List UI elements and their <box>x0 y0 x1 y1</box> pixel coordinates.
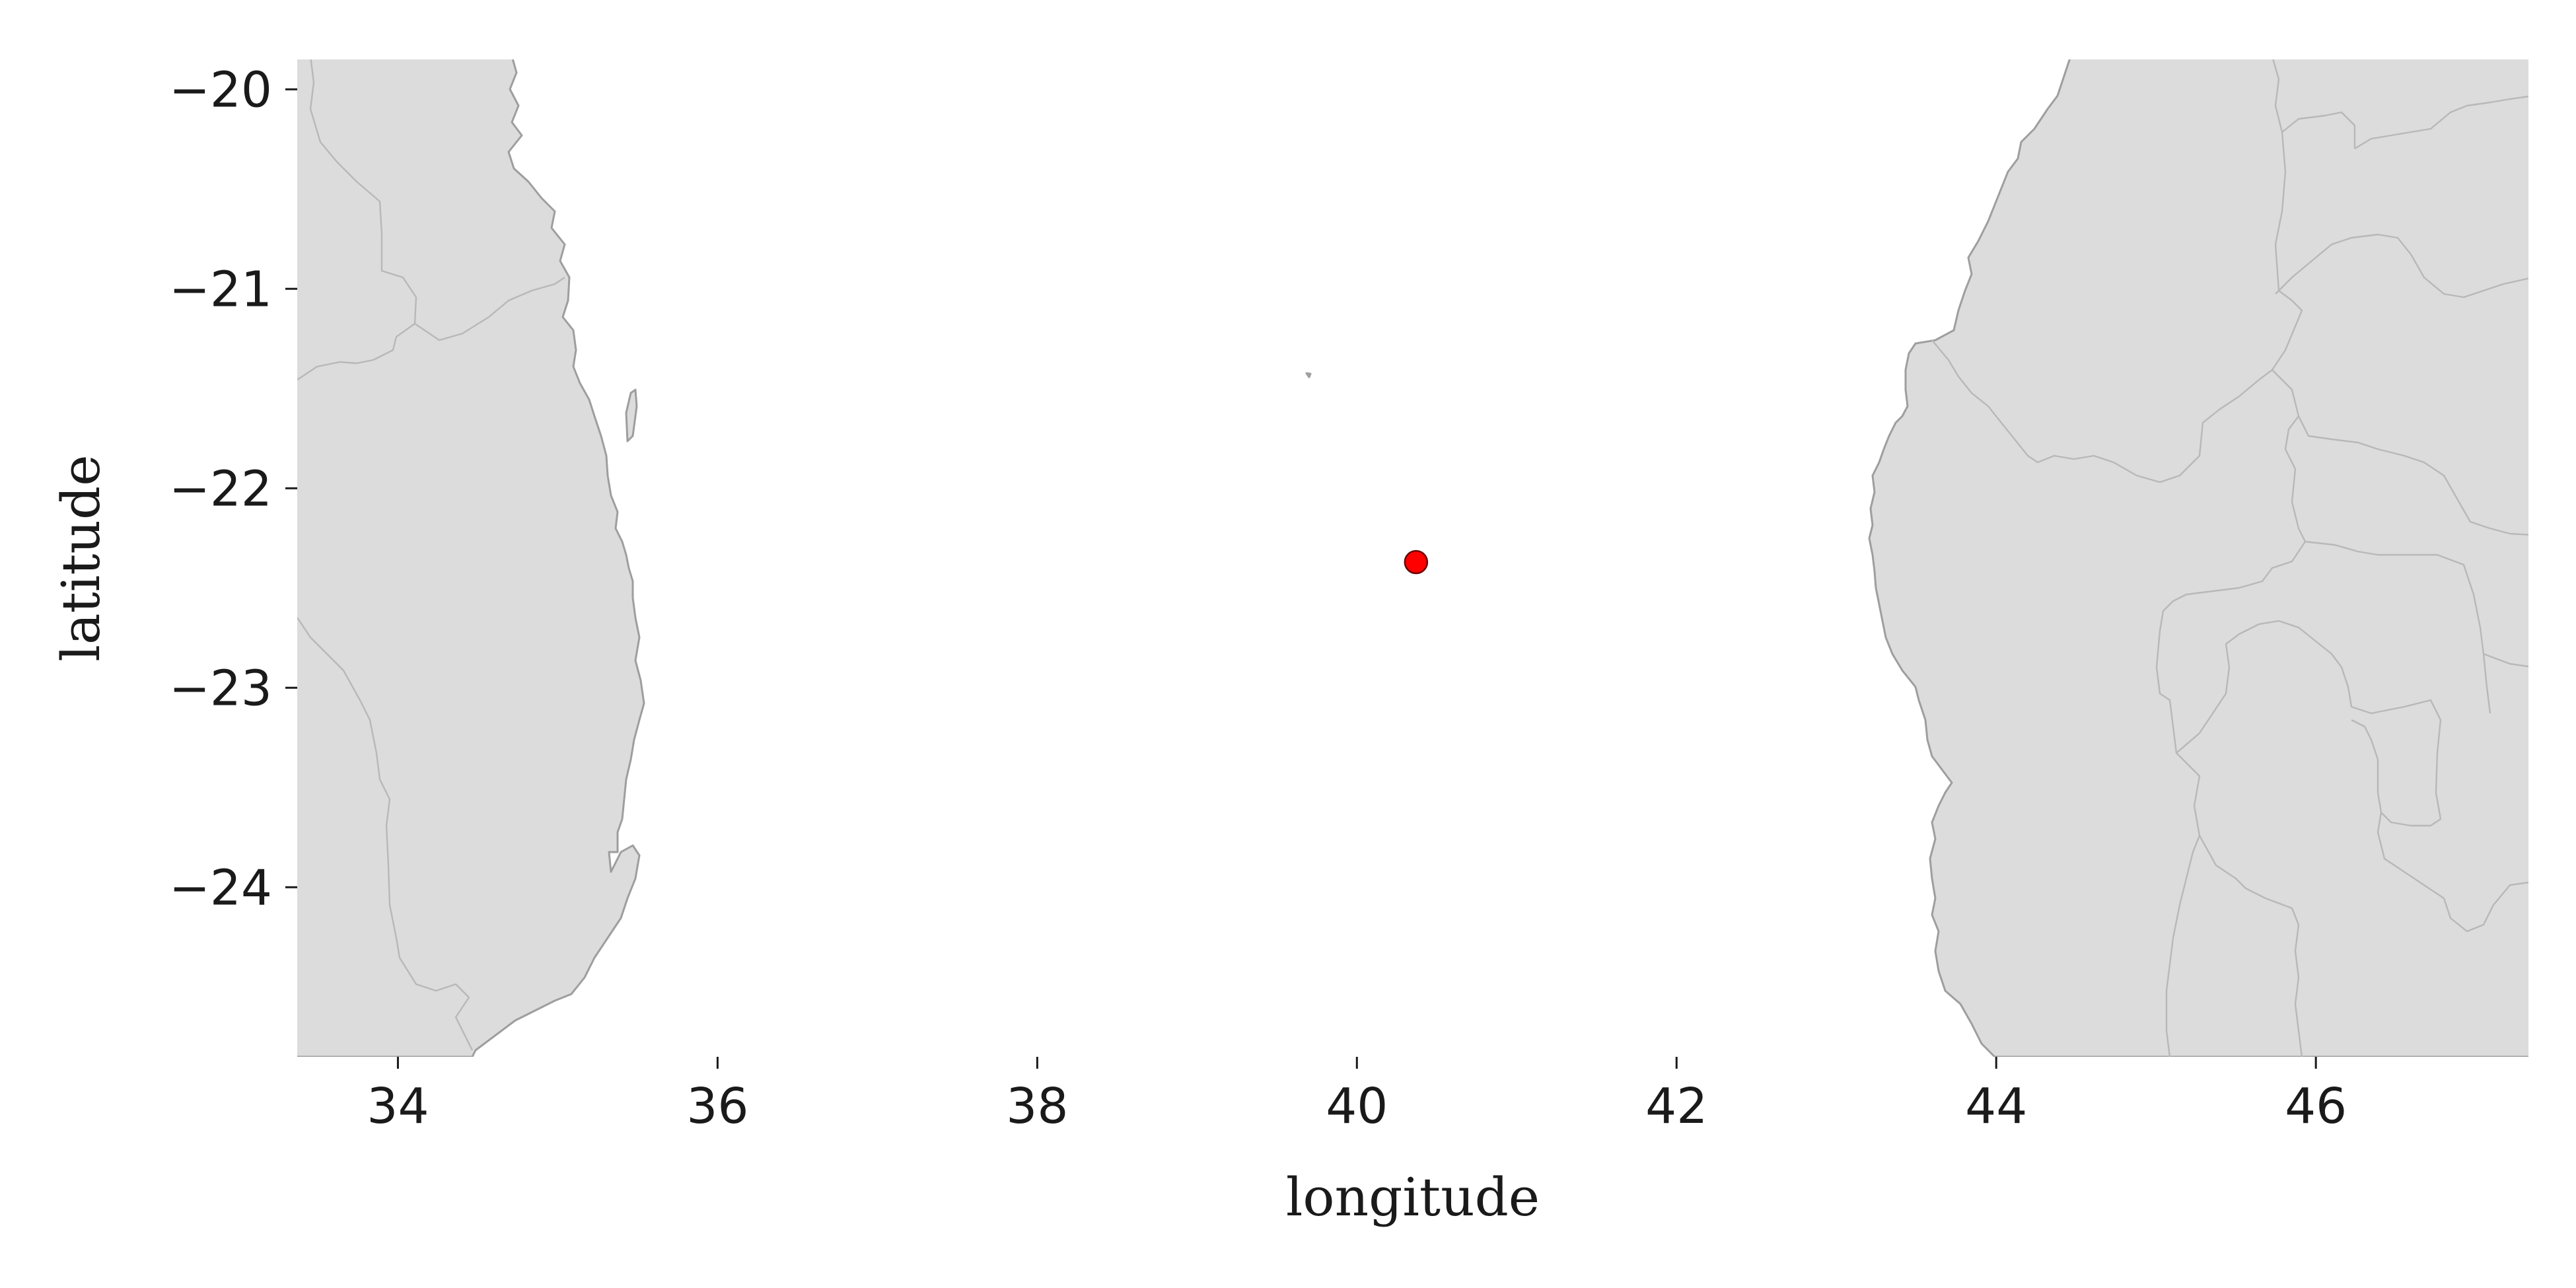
land-madagascar <box>1868 59 2528 1057</box>
borders-mozambique <box>297 59 565 1051</box>
land-islet-center <box>1305 372 1312 378</box>
land-mozambique <box>297 59 645 1057</box>
x-tick-label: 40 <box>1326 1078 1388 1135</box>
x-tick-label: 42 <box>1645 1078 1707 1135</box>
x-tick-label: 36 <box>686 1078 748 1135</box>
y-tick-label: −21 <box>169 261 272 318</box>
y-tick-label: −23 <box>169 660 272 717</box>
x-axis-label: longitude <box>1286 1166 1540 1228</box>
y-tick-label: −22 <box>169 460 272 517</box>
x-tick-label: 46 <box>2285 1078 2347 1135</box>
borders-madagascar <box>1931 59 2528 1057</box>
y-tick-label: −20 <box>169 61 272 118</box>
plot-area <box>297 59 2528 1057</box>
y-axis-label: latitude <box>50 454 112 661</box>
location-marker[interactable] <box>1404 550 1429 575</box>
y-tick-label: −24 <box>169 859 272 916</box>
y-axis: −20 −21 −22 −23 −24 <box>169 61 297 916</box>
x-axis: 34 36 38 40 42 44 46 <box>367 1057 2347 1135</box>
land-layer <box>297 59 2528 1057</box>
land-islet-mozambique <box>625 388 638 443</box>
x-tick-label: 34 <box>367 1078 429 1135</box>
points-layer <box>1404 550 1429 575</box>
x-tick-label: 38 <box>1006 1078 1068 1135</box>
x-tick-label: 44 <box>1965 1078 2027 1135</box>
